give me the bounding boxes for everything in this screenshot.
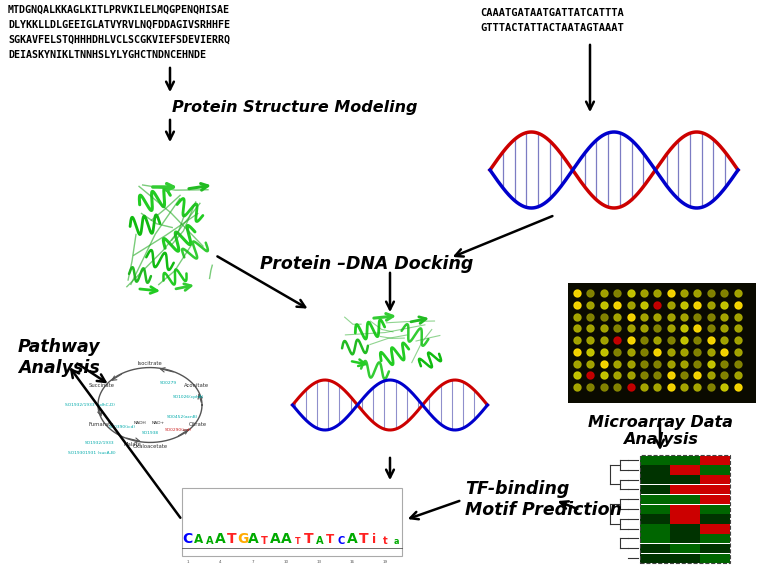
FancyBboxPatch shape	[700, 504, 730, 514]
Text: Microarray Data
Analysis: Microarray Data Analysis	[588, 415, 733, 447]
Text: 7: 7	[252, 560, 255, 564]
Text: t: t	[383, 536, 388, 546]
Text: SO1932/1933: SO1932/1933	[85, 441, 114, 445]
Text: G: G	[237, 532, 248, 546]
FancyBboxPatch shape	[700, 514, 730, 523]
FancyBboxPatch shape	[670, 495, 700, 504]
Text: A: A	[206, 536, 214, 546]
FancyBboxPatch shape	[670, 504, 700, 514]
FancyBboxPatch shape	[700, 475, 730, 485]
Text: C: C	[182, 532, 193, 546]
FancyBboxPatch shape	[640, 485, 670, 494]
Text: TF-binding
Motif Prediction: TF-binding Motif Prediction	[465, 480, 622, 519]
Text: SO0390(icd): SO0390(icd)	[108, 425, 135, 429]
Text: Pathway
Analysis: Pathway Analysis	[18, 338, 101, 377]
Text: SO1026(cphA): SO1026(cphA)	[172, 395, 204, 399]
FancyBboxPatch shape	[700, 544, 730, 553]
Text: SO0452(acnB): SO0452(acnB)	[167, 415, 197, 419]
Text: T: T	[261, 536, 268, 546]
Text: SO0290(icd): SO0290(icd)	[164, 428, 191, 432]
FancyBboxPatch shape	[700, 554, 730, 563]
Text: A: A	[215, 532, 226, 546]
Text: 13: 13	[317, 560, 322, 564]
Text: 1: 1	[187, 560, 189, 564]
FancyBboxPatch shape	[670, 485, 700, 494]
FancyBboxPatch shape	[640, 514, 670, 523]
Text: CAAATGATAATGATTATCATTTA: CAAATGATAATGATTATCATTTA	[480, 8, 624, 18]
FancyBboxPatch shape	[640, 456, 670, 465]
FancyBboxPatch shape	[670, 534, 700, 543]
FancyBboxPatch shape	[700, 534, 730, 543]
FancyBboxPatch shape	[700, 465, 730, 475]
Text: A: A	[248, 532, 259, 546]
Text: C: C	[338, 536, 345, 546]
FancyBboxPatch shape	[640, 495, 670, 504]
FancyBboxPatch shape	[670, 475, 700, 485]
Text: 4: 4	[219, 560, 222, 564]
Text: a: a	[394, 537, 399, 546]
FancyBboxPatch shape	[700, 485, 730, 494]
FancyBboxPatch shape	[670, 524, 700, 533]
Text: Citrate: Citrate	[188, 422, 207, 428]
Text: A: A	[281, 532, 292, 546]
FancyBboxPatch shape	[670, 554, 700, 563]
FancyBboxPatch shape	[182, 488, 402, 556]
FancyBboxPatch shape	[700, 456, 730, 465]
FancyBboxPatch shape	[640, 544, 670, 553]
Text: A: A	[316, 536, 323, 546]
Text: SGKAVFELSTQHHHDHLVCLSCGKVIEFSDEVIERRQ: SGKAVFELSTQHHHDHLVCLSCGKVIEFSDEVIERRQ	[8, 35, 230, 45]
FancyBboxPatch shape	[700, 495, 730, 504]
FancyBboxPatch shape	[670, 465, 700, 475]
Text: 16: 16	[350, 560, 355, 564]
Text: Malate: Malate	[124, 442, 141, 447]
Text: MTDGNQALKKAGLKITLPRVKILELMQGPENQHISAE: MTDGNQALKKAGLKITLPRVKILELMQGPENQHISAE	[8, 5, 230, 15]
Text: A: A	[194, 533, 203, 546]
Text: Succinate: Succinate	[89, 382, 115, 388]
Text: Isocitrate: Isocitrate	[137, 361, 162, 367]
Text: Oxaloacetate: Oxaloacetate	[132, 444, 167, 449]
FancyBboxPatch shape	[640, 534, 670, 543]
Text: SO1932/1933 (sdhC,D): SO1932/1933 (sdhC,D)	[65, 403, 115, 407]
FancyBboxPatch shape	[640, 504, 670, 514]
FancyBboxPatch shape	[640, 524, 670, 533]
Text: Protein Structure Modeling: Protein Structure Modeling	[172, 100, 418, 115]
FancyBboxPatch shape	[640, 475, 670, 485]
Text: GTTTACTATTACTAATAGTAAAT: GTTTACTATTACTAATAGTAAAT	[480, 23, 624, 33]
FancyBboxPatch shape	[700, 524, 730, 533]
Text: T: T	[295, 537, 300, 546]
Text: i: i	[372, 533, 376, 546]
Text: Aconitate: Aconitate	[184, 382, 210, 388]
Text: SO1938: SO1938	[141, 431, 158, 435]
Text: NAD+: NAD+	[151, 421, 164, 425]
FancyBboxPatch shape	[670, 544, 700, 553]
FancyBboxPatch shape	[640, 554, 670, 563]
Text: T: T	[326, 533, 335, 546]
Text: T: T	[303, 532, 313, 546]
Text: DLYKKLLDLGEEIGLATVYRVLNQFDDAGIVSRHHFE: DLYKKLLDLGEEIGLATVYRVLNQFDDAGIVSRHHFE	[8, 20, 230, 30]
Text: 10: 10	[284, 560, 289, 564]
Text: A: A	[270, 532, 281, 546]
FancyBboxPatch shape	[640, 465, 670, 475]
Text: SO19301931 (sucA,B): SO19301931 (sucA,B)	[68, 451, 116, 455]
Text: SO0279: SO0279	[160, 381, 177, 385]
FancyBboxPatch shape	[670, 456, 700, 465]
Text: 19: 19	[383, 560, 388, 564]
FancyBboxPatch shape	[670, 514, 700, 523]
Text: Protein –DNA Docking: Protein –DNA Docking	[260, 255, 473, 273]
Text: T: T	[359, 532, 369, 546]
Text: T: T	[227, 532, 237, 546]
Text: A: A	[347, 532, 358, 546]
FancyBboxPatch shape	[568, 283, 756, 403]
Text: Fumarate: Fumarate	[88, 422, 114, 428]
Text: DEIASKYNIKLTNNHSLYLYGHCTNDNCEHNDE: DEIASKYNIKLTNNHSLYLYGHCTNDNCEHNDE	[8, 50, 206, 60]
Text: NADH: NADH	[134, 421, 147, 425]
